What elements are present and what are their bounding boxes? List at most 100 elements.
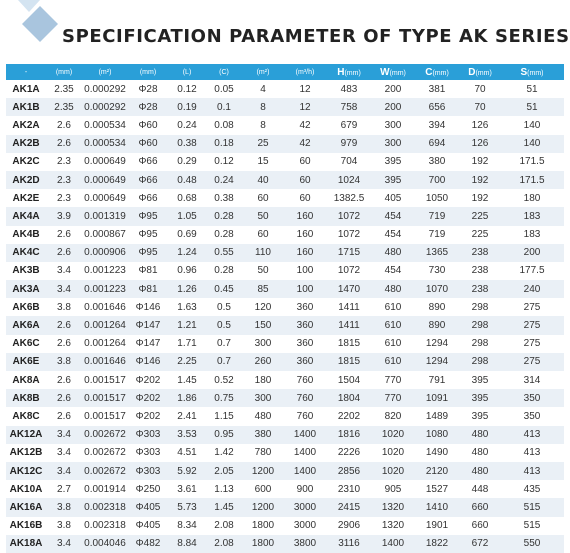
column-header-unit: (m²) — [256, 68, 270, 76]
table-cell: 0.12 — [214, 156, 234, 168]
table-cell: 300 — [372, 134, 414, 153]
table-cell: 0.5 — [217, 301, 231, 313]
table-cell: 180 — [254, 374, 272, 386]
table-cell: 160 — [284, 207, 326, 226]
table-cell: 0.7 — [206, 352, 242, 371]
table-cell: 1.45 — [177, 374, 197, 386]
table-cell: Φ81 — [138, 265, 158, 277]
model-cell: AK8C — [12, 410, 40, 422]
table-cell: 1020 — [381, 447, 405, 459]
table-cell: 0.05 — [214, 83, 234, 95]
model-cell: AK12A — [6, 425, 46, 444]
table-cell: 350 — [500, 389, 564, 408]
table-cell: 160 — [296, 229, 314, 241]
table-cell: 780 — [254, 447, 272, 459]
table-cell: 70 — [474, 83, 486, 95]
table-cell: 405 — [384, 192, 402, 204]
column-header-unit: (m²) — [98, 68, 112, 76]
table-cell: 171.5 — [500, 170, 564, 190]
table-cell: 3.61 — [177, 483, 197, 495]
table-cell: Φ250 — [135, 483, 161, 495]
table-cell: 192 — [471, 156, 489, 168]
table-cell: 0.001517 — [82, 389, 128, 408]
table-row: AK18A 3.4 0.004046 Φ482 8.84 2.08 1800 3800 3116… — [6, 534, 564, 553]
model-cell: AK16A — [6, 498, 46, 517]
table-cell: 2.08 — [206, 534, 242, 553]
table-cell: 126 — [460, 134, 500, 153]
table-cell: 1320 — [372, 498, 414, 517]
table-cell: 820 — [384, 410, 402, 422]
table-cell: 140 — [523, 119, 541, 131]
table-cell: Φ66 — [138, 192, 158, 204]
table-cell: 0.28 — [214, 229, 234, 241]
table-cell: 600 — [254, 483, 272, 495]
table-cell: 0.5 — [206, 316, 242, 335]
table-cell: 3.8 — [46, 352, 82, 371]
table-cell: 1294 — [425, 338, 449, 350]
model-cell: AK2C — [12, 156, 40, 168]
table-cell: 60 — [284, 170, 326, 190]
table-cell: 260 — [242, 352, 284, 371]
table-cell: 0.7 — [217, 338, 231, 350]
table-cell: 275 — [523, 301, 541, 313]
table-cell: 12 — [299, 83, 311, 95]
table-body: AK1A 2.35 0.000292 Φ28 0.12 0.05 4 12 483 200 381 7… — [6, 80, 564, 553]
table-cell: 5.73 — [168, 498, 206, 517]
table-cell: 0.002672 — [84, 447, 126, 459]
table-cell: Φ146 — [128, 352, 168, 371]
table-cell: 0.001646 — [84, 301, 126, 313]
table-cell: 100 — [284, 280, 326, 299]
table-cell: 51 — [526, 83, 538, 95]
column-header: (m²) — [242, 64, 284, 80]
table-cell: 3.4 — [57, 447, 71, 459]
table-cell: 760 — [296, 410, 314, 422]
table-cell: 1024 — [326, 170, 372, 190]
column-header-label: H — [337, 66, 345, 78]
table-cell: 2.6 — [57, 410, 71, 422]
table-cell: 0.38 — [168, 134, 206, 153]
table-cell: 979 — [326, 134, 372, 153]
table-cell: 483 — [340, 83, 358, 95]
table-cell: 0.001223 — [84, 265, 126, 277]
table-cell: 1.13 — [214, 483, 234, 495]
table-cell: Φ95 — [128, 207, 168, 226]
table-cell: 2.35 — [46, 98, 82, 117]
table-cell: 719 — [414, 207, 460, 226]
table-cell: 298 — [460, 352, 500, 371]
column-header-unit: (mm) — [527, 69, 544, 77]
table-cell: 2.3 — [46, 170, 82, 190]
table-cell: 395 — [460, 389, 500, 408]
table-cell: 0.001264 — [84, 338, 126, 350]
table-row: AK12A 3.4 0.002672 Φ303 3.53 0.95 380 1400 1816 1… — [6, 425, 564, 444]
table-cell: 1.86 — [168, 389, 206, 408]
table-cell: 0.69 — [177, 229, 197, 241]
table-cell: 2.6 — [57, 119, 71, 131]
table-cell: 2.05 — [206, 461, 242, 481]
table-cell: 1050 — [425, 192, 449, 204]
column-header-unit: (mm) — [55, 68, 73, 76]
table-cell: 50 — [242, 207, 284, 226]
table-cell: 0.001517 — [84, 410, 126, 422]
table-cell: 3.4 — [46, 461, 82, 481]
table-cell: 719 — [428, 229, 446, 241]
table-cell: 238 — [460, 280, 500, 299]
column-header: (L) — [168, 64, 206, 80]
table-cell: 298 — [471, 338, 489, 350]
table-cell: 694 — [414, 134, 460, 153]
table-cell: 480 — [254, 410, 272, 422]
table-cell: 192 — [471, 192, 489, 204]
column-header: D(mm) — [460, 64, 500, 80]
table-cell: 2415 — [326, 498, 372, 517]
table-cell: 3.9 — [46, 207, 82, 226]
table-cell: 791 — [428, 374, 446, 386]
table-row: AK3B 3.4 0.001223 Φ81 0.96 0.28 50 100 1072 454 73… — [6, 262, 564, 280]
table-cell: Φ202 — [135, 410, 161, 422]
table-cell: 238 — [471, 265, 489, 277]
table-cell: 0.001914 — [84, 483, 126, 495]
column-header: (C) — [206, 64, 242, 80]
table-row: AK8B 2.6 0.001517 Φ202 1.86 0.75 300 760 1804 770… — [6, 389, 564, 408]
table-cell: 1.45 — [206, 498, 242, 517]
table-cell: 730 — [428, 265, 446, 277]
table-cell: 1020 — [372, 461, 414, 481]
model-cell: AK2E — [12, 192, 40, 204]
